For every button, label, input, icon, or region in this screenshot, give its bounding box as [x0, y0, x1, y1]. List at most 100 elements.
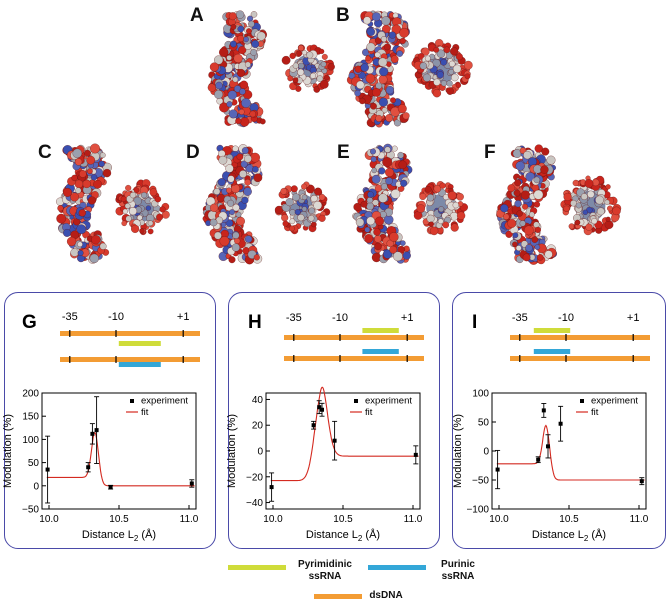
legend-dsdna-swatch	[314, 594, 362, 599]
y-tick-label: 40	[252, 395, 264, 406]
legend-experiment-marker	[354, 399, 358, 403]
pyrimidinic-ssrna-bar	[362, 328, 399, 333]
site-label: -10	[332, 312, 348, 324]
data-point	[317, 405, 322, 410]
data-point	[90, 431, 95, 436]
plot-frame	[265, 392, 421, 510]
y-tick-label: −100	[466, 505, 489, 516]
y-tick-label: 50	[478, 418, 490, 429]
x-tick-label: 10.0	[39, 514, 59, 525]
data-point	[332, 438, 337, 443]
data-point	[45, 467, 50, 472]
data-point	[495, 467, 500, 472]
legend-purinic-label: Purinic ssRNA	[441, 559, 475, 582]
site-label: -10	[108, 311, 124, 323]
purinic-ssrna-bar	[362, 349, 399, 354]
purinic-ssrna-bar	[533, 349, 571, 354]
x-tick-label: 11.0	[404, 514, 423, 525]
x-tick-label: 11.0	[180, 514, 199, 525]
panel-label-b: B	[336, 5, 350, 26]
y-tick-label: 100	[22, 435, 39, 446]
data-point	[189, 481, 194, 486]
data-point	[311, 423, 316, 428]
site-label: -35	[62, 311, 78, 323]
x-tick-label: 11.0	[630, 514, 649, 525]
data-point	[639, 479, 644, 484]
dsdna-bar	[284, 335, 424, 340]
structure-a-top	[281, 44, 335, 93]
y-tick-label: 0	[33, 481, 39, 492]
legend-fit-label: fit	[591, 407, 599, 418]
y-tick-label: 0	[257, 447, 263, 458]
structure-f-side	[496, 144, 557, 265]
structure-d-side	[202, 144, 263, 265]
legend-dsdna-label: dsDNA	[369, 590, 403, 601]
structure-d-top	[274, 181, 331, 235]
dsdna-bar	[510, 356, 650, 361]
legend-fit-label: fit	[141, 407, 149, 418]
panel-label-h: H	[248, 312, 262, 333]
y-tick-label: 100	[472, 389, 489, 400]
pyrimidinic-ssrna-bar	[533, 328, 571, 333]
legend-experiment-marker	[130, 399, 134, 403]
panel-label-d: D	[186, 142, 200, 163]
legend-fit-label: fit	[365, 407, 373, 418]
x-tick-label: 10.5	[333, 514, 353, 525]
data-point	[94, 428, 99, 433]
y-tick-label: 20	[252, 421, 264, 432]
dsdna-bar	[284, 356, 424, 361]
structure-e-side	[352, 143, 413, 264]
x-tick-label: 10.5	[109, 514, 129, 525]
data-point	[558, 421, 563, 426]
y-axis-label: Modulation (%)	[2, 414, 14, 488]
x-axis-label: Distance L2 (Å)	[82, 528, 156, 543]
legend-experiment-label: experiment	[365, 396, 412, 407]
data-point	[320, 407, 324, 412]
structure-f-top	[560, 175, 622, 236]
x-tick-label: 10.0	[263, 514, 283, 525]
legend-experiment-label: experiment	[591, 396, 638, 407]
panel-label-a: A	[190, 5, 204, 26]
y-tick-label: −50	[22, 505, 39, 516]
plot-frame	[491, 392, 647, 510]
dsdna-bar	[510, 335, 650, 340]
data-point	[108, 485, 113, 490]
fit-curve	[496, 424, 645, 481]
structure-e-top	[413, 181, 468, 236]
purinic-ssrna-bar	[118, 362, 161, 367]
y-tick-label: −50	[472, 476, 489, 487]
legend-pyrimidinic-swatch	[228, 565, 286, 570]
dsdna-bar	[60, 331, 200, 336]
y-tick-label: 50	[28, 458, 40, 469]
plot-frame	[41, 392, 197, 510]
fit-curve	[270, 386, 419, 482]
x-axis-label: Distance L2 (Å)	[306, 528, 380, 543]
panel-label-c: C	[38, 142, 52, 163]
pyrimidinic-ssrna-bar	[118, 341, 161, 346]
structure-b-side	[346, 10, 410, 128]
panel-g: G -35 -10 +1 −50 0 50 100 150 200 10.0 10.5 11.0 Dist…	[2, 311, 200, 543]
data-point	[536, 457, 541, 462]
site-label: +1	[177, 311, 190, 323]
structure-c-top	[115, 179, 170, 236]
y-tick-label: −20	[246, 472, 263, 483]
structure-c-side	[56, 143, 112, 264]
data-point	[413, 452, 418, 457]
site-label: -35	[512, 312, 528, 324]
legend-purinic-swatch	[368, 565, 426, 570]
y-tick-label: 150	[22, 412, 39, 423]
legend-pyrimidinic-label: Pyrimidinic ssRNA	[298, 559, 352, 582]
legend-experiment-label: experiment	[141, 396, 188, 407]
panel-i-frame	[452, 292, 666, 549]
y-axis-label: Modulation (%)	[452, 414, 464, 488]
panel-label-i: I	[472, 312, 477, 333]
data-point	[541, 408, 546, 413]
fit-curve	[46, 432, 195, 487]
data-point	[546, 444, 550, 449]
y-tick-label: 200	[22, 389, 39, 400]
panel-h: H -35 -10 +1 −40 −20 0 20 40 10.0 10.5 11.0 Distance…	[226, 312, 424, 543]
x-tick-label: 10.5	[559, 514, 579, 525]
y-axis-label: Modulation (%)	[226, 414, 238, 488]
x-tick-label: 10.0	[489, 514, 509, 525]
